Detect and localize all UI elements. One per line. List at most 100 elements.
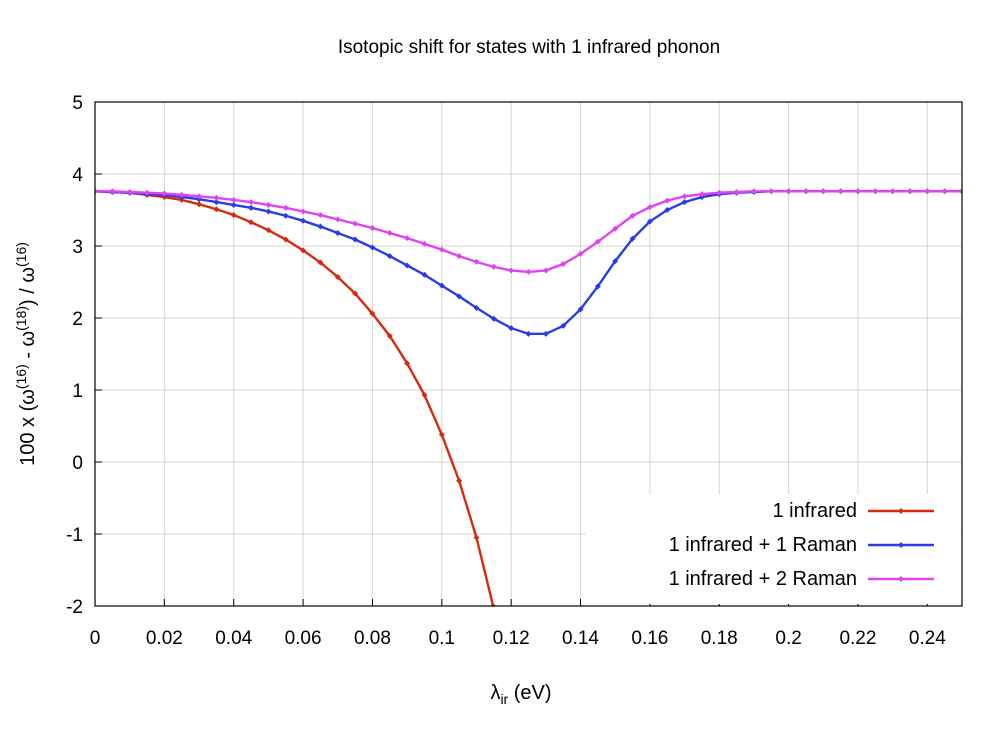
data-point-1-infrared-2-raman (560, 261, 567, 267)
data-point-1-infrared-2-raman (542, 267, 549, 274)
data-point-1-infrared-2-raman (594, 238, 601, 245)
series-line-1-infrared (95, 190, 495, 606)
data-point-1-infrared-1-raman (317, 223, 324, 230)
y-tick-label: 1 (72, 381, 83, 402)
data-point-1-infrared-2-raman (646, 204, 653, 211)
data-point-1-infrared-1-raman (473, 304, 480, 311)
data-point-1-infrared-2-raman (681, 193, 688, 200)
data-point-1-infrared (196, 201, 203, 208)
data-point-1-infrared-2-raman (733, 189, 740, 195)
x-tick-label: 0.04 (215, 628, 252, 649)
legend-marker-1-infrared (898, 508, 904, 514)
x-tick-label: 0.1 (429, 628, 455, 649)
data-point-1-infrared-1-raman (213, 199, 220, 206)
legend-background (586, 494, 961, 604)
data-point-1-infrared-1-raman (456, 293, 463, 300)
data-point-1-infrared-1-raman (681, 199, 688, 206)
data-point-1-infrared-2-raman (438, 246, 445, 253)
data-point-1-infrared (282, 236, 289, 243)
x-tick-label: 0.18 (701, 628, 738, 649)
y-tick-label: -1 (66, 525, 83, 546)
data-point-1-infrared-1-raman (369, 244, 376, 251)
data-point-1-infrared-2-raman (889, 188, 896, 195)
data-point-1-infrared-1-raman (404, 262, 411, 269)
x-tick-label: 0.16 (631, 628, 668, 649)
legend-label-1-infrared-1-raman: 1 infrared + 1 Raman (669, 534, 857, 556)
data-point-1-infrared-2-raman (525, 268, 532, 275)
data-point-1-infrared-2-raman (421, 240, 428, 247)
data-point-1-infrared (265, 227, 272, 234)
data-point-1-infrared-2-raman (317, 212, 324, 219)
data-point-1-infrared (404, 360, 411, 367)
x-tick-label: 0 (90, 628, 101, 649)
data-point-1-infrared-1-raman (577, 306, 584, 313)
data-point-1-infrared-2-raman (456, 253, 463, 260)
x-tick-label: 0.12 (493, 628, 530, 649)
data-point-1-infrared-2-raman (785, 188, 792, 195)
data-point-1-infrared-2-raman (768, 188, 775, 195)
data-point-1-infrared-2-raman (178, 191, 185, 198)
data-point-1-infrared-1-raman (612, 258, 619, 265)
data-point-1-infrared-2-raman (802, 188, 809, 195)
data-point-1-infrared-2-raman (490, 263, 497, 270)
data-point-1-infrared (230, 212, 237, 219)
data-point-1-infrared-2-raman (508, 267, 515, 274)
data-point-1-infrared (334, 273, 341, 280)
plot-frame (94, 101, 963, 607)
data-point-1-infrared-2-raman (386, 230, 393, 237)
data-point-1-infrared-2-raman (612, 225, 619, 232)
data-point-1-infrared-2-raman (352, 220, 359, 227)
data-point-1-infrared-1-raman (646, 218, 653, 225)
y-tick-label: 4 (72, 165, 83, 186)
data-point-1-infrared-1-raman (560, 322, 567, 329)
data-point-1-infrared-1-raman (282, 212, 289, 219)
legend-label-1-infrared-2-raman: 1 infrared + 2 Raman (669, 568, 857, 590)
chart-title: Isotopic shift for states with 1 infrare… (338, 37, 720, 58)
data-point-1-infrared-1-raman (594, 283, 601, 290)
data-point-1-infrared-2-raman (906, 188, 913, 195)
data-point-1-infrared-2-raman (369, 225, 376, 231)
legend-label-1-infrared: 1 infrared (773, 500, 858, 522)
data-point-1-infrared-2-raman (230, 196, 237, 203)
data-point-1-infrared-2-raman (698, 191, 705, 198)
data-point-1-infrared (421, 392, 428, 399)
data-point-1-infrared (248, 219, 255, 226)
legend-marker-1-infrared-2-raman (898, 576, 904, 582)
data-point-1-infrared-2-raman (282, 204, 289, 211)
data-point-1-infrared-2-raman (334, 216, 341, 223)
data-point-1-infrared-2-raman (664, 197, 671, 204)
legend: 1 infrared 1 infrared + 1 Raman 1 infrar… (586, 494, 961, 604)
x-tick-label: 0.02 (146, 628, 183, 649)
x-axis-label: λir (eV) (490, 682, 551, 707)
x-tick-label: 0.2 (775, 628, 801, 649)
data-point-1-infrared (473, 534, 480, 541)
data-point-1-infrared-2-raman (959, 188, 962, 195)
data-point-1-infrared-1-raman (490, 315, 497, 322)
data-point-1-infrared-2-raman (161, 190, 168, 197)
data-point-1-infrared-2-raman (248, 199, 255, 206)
data-point-1-infrared (490, 603, 497, 606)
data-point-1-infrared (369, 310, 376, 317)
plot-area (95, 188, 962, 606)
data-point-1-infrared (386, 333, 393, 339)
data-point-1-infrared-1-raman (438, 282, 445, 289)
y-tick-label: 2 (72, 309, 83, 330)
data-point-1-infrared-2-raman (820, 188, 827, 195)
data-point-1-infrared-2-raman (854, 188, 861, 195)
data-point-1-infrared-1-raman (542, 330, 549, 337)
data-point-1-infrared (213, 206, 220, 213)
data-point-1-infrared-1-raman (421, 271, 428, 278)
data-point-1-infrared-1-raman (525, 330, 532, 337)
data-point-1-infrared-1-raman (386, 253, 393, 260)
y-axis-label: 100 x (ω(16) - ω(18)) / ω(16) (13, 242, 39, 466)
data-point-1-infrared-1-raman (248, 204, 255, 211)
data-point-1-infrared-2-raman (577, 250, 584, 257)
data-point-1-infrared-2-raman (924, 188, 931, 195)
data-point-1-infrared-2-raman (750, 188, 757, 195)
data-point-1-infrared-1-raman (508, 325, 515, 332)
x-tick-label: 0.06 (285, 628, 322, 649)
data-point-1-infrared (352, 290, 359, 297)
data-point-1-infrared-1-raman (334, 230, 341, 237)
data-point-1-infrared-2-raman (716, 189, 723, 196)
